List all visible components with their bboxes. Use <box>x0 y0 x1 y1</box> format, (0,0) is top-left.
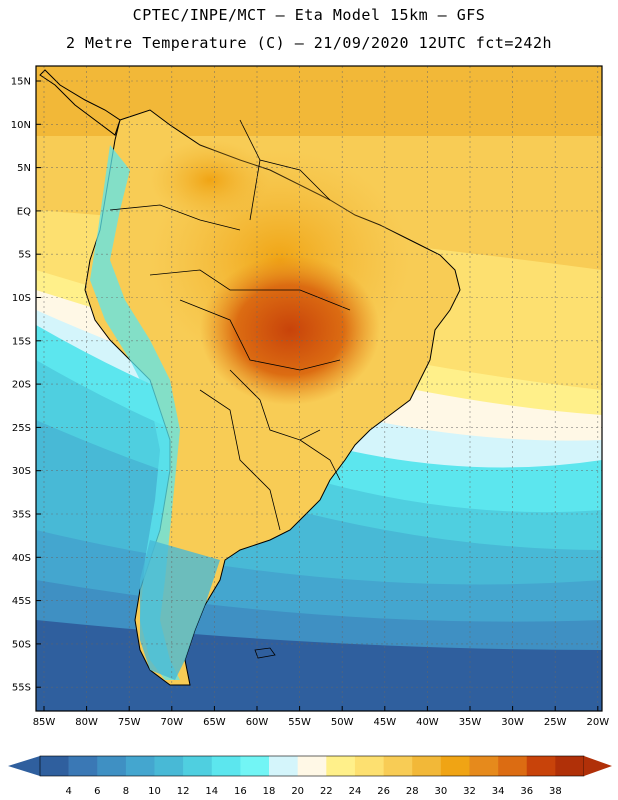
colorbar-label: 22 <box>320 786 333 797</box>
colorbar-label: 32 <box>463 786 476 797</box>
colorbar-swatch <box>555 756 585 776</box>
latitude-labels: 15N 10N 5N EQ 5S 10S 15S 20S 25S 30S 35S 40S 45S 50S 5… <box>11 77 41 694</box>
lat-label: 15N <box>11 77 31 88</box>
lat-label: 10N <box>11 120 31 131</box>
map-frame <box>35 65 603 712</box>
colorbar-swatch <box>469 756 499 776</box>
lon-label: 25W <box>544 717 567 728</box>
lat-label: 40S <box>12 553 31 564</box>
colorbar-label: 34 <box>492 786 505 797</box>
lon-label: 70W <box>160 717 183 728</box>
colorbar-label: 20 <box>291 786 304 797</box>
colorbar-swatch <box>125 756 155 776</box>
colorbar-swatch <box>97 756 127 776</box>
colorbar-label: 4 <box>65 786 71 797</box>
colorbar-label: 38 <box>549 786 562 797</box>
longitude-labels: 85W 80W 75W 70W 65W 60W 55W 50W 45W 40W 35W 30W 25W 2… <box>33 706 609 728</box>
colorbar-swatch <box>412 756 442 776</box>
graticule <box>36 66 602 711</box>
colorbar-swatch <box>68 756 98 776</box>
title-line-2: 2 Metre Temperature (C) – 21/09/2020 12U… <box>65 34 553 52</box>
colorbar-swatch <box>440 756 470 776</box>
lat-label: 15S <box>12 336 31 347</box>
lat-label: 45S <box>12 596 31 607</box>
lon-label: 30W <box>501 717 524 728</box>
colorbar-label: 30 <box>434 786 447 797</box>
colorbar-label: 6 <box>94 786 100 797</box>
colorbar-label: 18 <box>263 786 276 797</box>
lon-label: 55W <box>288 717 311 728</box>
colorbar-label: 36 <box>520 786 533 797</box>
lat-label: 55S <box>12 683 31 694</box>
lat-label: 10S <box>12 293 31 304</box>
colorbar-high-arrow <box>584 756 612 776</box>
colorbar-label: 8 <box>123 786 129 797</box>
colorbar-swatch <box>269 756 298 776</box>
colorbar-label: 16 <box>234 786 247 797</box>
lon-label: 65W <box>203 717 226 728</box>
lat-label: 50S <box>12 639 31 650</box>
country-borders <box>109 119 351 531</box>
lat-label: 25S <box>12 423 31 434</box>
lat-label: 5S <box>18 250 31 261</box>
colorbar-label: 14 <box>205 786 218 797</box>
colorbar-label: 28 <box>406 786 419 797</box>
lon-label: 20W <box>586 717 609 728</box>
colorbar-swatch <box>183 756 213 776</box>
falkland-islands <box>254 647 276 659</box>
patagonia-cool <box>140 540 220 680</box>
lon-label: 85W <box>33 717 56 728</box>
lon-label: 45W <box>373 717 396 728</box>
lon-label: 75W <box>118 717 141 728</box>
colorbar-low-arrow <box>8 756 40 776</box>
lat-label: 30S <box>12 466 31 477</box>
hot-core-central-brazil <box>200 255 380 405</box>
title-line-1: CPTEC/INPE/MCT – Eta Model 15km – GFS <box>132 6 486 24</box>
colorbar-label: 10 <box>148 786 161 797</box>
lon-label: 80W <box>75 717 98 728</box>
colorbar-swatch <box>154 756 184 776</box>
colorbar-swatch <box>40 756 69 776</box>
lat-label: 35S <box>12 510 31 521</box>
warm-north <box>150 140 270 220</box>
colorbar-swatch <box>354 756 384 776</box>
lat-label: EQ <box>17 206 31 217</box>
colorbar-swatch <box>526 756 556 776</box>
central-america-land <box>39 69 121 136</box>
lon-label: 50W <box>331 717 354 728</box>
colorbar-swatch <box>383 756 413 776</box>
colorbar-swatch <box>326 756 356 776</box>
colorbar-label: 26 <box>377 786 390 797</box>
colorbar-label: 12 <box>177 786 190 797</box>
lat-label: 5N <box>17 163 31 174</box>
colorbar: 4 6 8 10 12 14 16 18 20 22 24 26 28 30 32 34 36 38 <box>8 755 612 797</box>
colorbar-swatch <box>240 756 270 776</box>
lon-label: 35W <box>459 717 482 728</box>
colorbar-swatch <box>297 756 327 776</box>
lon-label: 40W <box>416 717 439 728</box>
colorbar-swatch <box>498 756 528 776</box>
colorbar-swatch <box>211 756 241 776</box>
colorbar-label: 24 <box>349 786 362 797</box>
lat-label: 20S <box>12 380 31 391</box>
temperature-map: 15N 10N 5N EQ 5S 10S 15S 20S 25S 30S 35S 40S 45S 50S 5… <box>11 65 609 728</box>
map-field <box>36 66 602 711</box>
lon-label: 60W <box>246 717 269 728</box>
